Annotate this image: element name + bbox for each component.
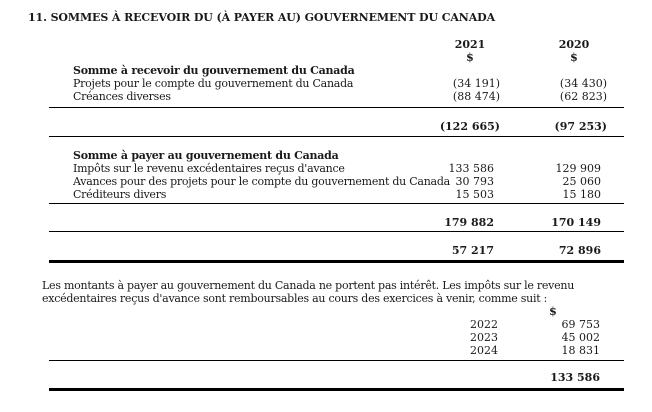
note-paragraph-line: Les montants à payer au gouvernement du … bbox=[42, 279, 575, 292]
section-header-payable: Somme à payer au gouvernement du Canada bbox=[73, 149, 339, 162]
row-value-2020: 25 060 bbox=[562, 175, 602, 188]
horizontal-rule-thick bbox=[49, 388, 624, 391]
row-value-2020: 15 180 bbox=[562, 188, 602, 201]
subtotal-value-2021: (122 665) bbox=[439, 120, 500, 133]
schedule-amount: 45 002 bbox=[561, 331, 601, 344]
schedule-total: 133 586 bbox=[550, 371, 600, 384]
net-total-2021: 57 217 bbox=[451, 244, 494, 257]
row-value-2021: 133 586 bbox=[448, 162, 495, 175]
schedule-year: 2023 bbox=[470, 331, 498, 344]
schedule-amount: 69 753 bbox=[561, 318, 601, 331]
row-value-2021: (34 191) bbox=[452, 77, 500, 90]
horizontal-rule bbox=[49, 360, 624, 361]
schedule-year: 2022 bbox=[470, 318, 498, 331]
column-header-2021: 2021 bbox=[454, 38, 486, 51]
schedule-amount: 18 831 bbox=[561, 344, 601, 357]
row-value-2021: 15 503 bbox=[455, 188, 495, 201]
schedule-currency-header: $ bbox=[549, 305, 557, 318]
column-header-2020: 2020 bbox=[558, 38, 590, 51]
horizontal-rule-thick bbox=[49, 260, 624, 263]
row-label: Avances pour des projets pour le compte … bbox=[73, 175, 450, 188]
net-total-2020: 72 896 bbox=[558, 244, 601, 257]
row-label: Projets pour le compte du gouvernement d… bbox=[73, 77, 354, 90]
section-header-receivable: Somme à recevoir du gouvernement du Cana… bbox=[73, 64, 355, 77]
subtotal-value-2020: 170 149 bbox=[551, 216, 601, 229]
row-value-2020: (62 823) bbox=[559, 90, 607, 103]
horizontal-rule bbox=[49, 203, 624, 204]
row-label: Impôts sur le revenu excédentaires reçus… bbox=[73, 162, 345, 175]
horizontal-rule bbox=[49, 231, 624, 232]
row-label: Créditeurs divers bbox=[73, 188, 167, 201]
horizontal-rule bbox=[49, 136, 624, 137]
currency-header-2021: $ bbox=[466, 51, 474, 64]
note-title: 11. SOMMES À RECEVOIR DU (À PAYER AU) GO… bbox=[28, 11, 496, 24]
row-label: Créances diverses bbox=[73, 90, 171, 103]
subtotal-value-2021: 179 882 bbox=[444, 216, 494, 229]
horizontal-rule bbox=[49, 107, 624, 108]
schedule-year: 2024 bbox=[470, 344, 498, 357]
row-value-2021: (88 474) bbox=[452, 90, 500, 103]
subtotal-value-2020: (97 253) bbox=[554, 120, 607, 133]
row-value-2020: 129 909 bbox=[555, 162, 602, 175]
note-paragraph-line: excédentaires reçus d'avance sont rembou… bbox=[42, 292, 548, 305]
row-value-2020: (34 430) bbox=[559, 77, 607, 90]
currency-header-2020: $ bbox=[570, 51, 578, 64]
row-value-2021: 30 793 bbox=[455, 175, 495, 188]
